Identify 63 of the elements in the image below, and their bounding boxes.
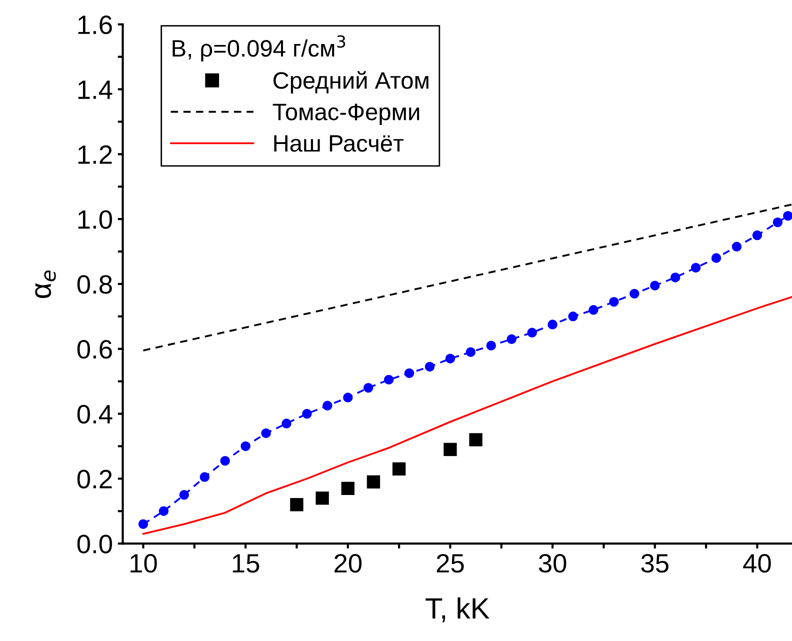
point: [690, 262, 701, 273]
y-tick-label: 0.2: [77, 470, 112, 488]
point: [527, 328, 537, 338]
point: [568, 312, 578, 322]
point: [506, 334, 516, 344]
legend-label: Средний Атом: [274, 71, 428, 94]
x-tick-label: 30: [538, 554, 566, 573]
point: [588, 305, 598, 315]
y-tick-label: 0.6: [77, 340, 112, 359]
point: [424, 362, 435, 372]
point: [486, 340, 496, 350]
point: [444, 442, 457, 456]
x-tick-label: 10: [130, 554, 157, 573]
point: [138, 519, 148, 529]
point: [290, 498, 304, 512]
y-axis-title: α$_{e}$: [35, 270, 56, 298]
point: [179, 490, 190, 500]
point: [158, 506, 169, 516]
legend-title: B, ρ=0.094 г/см$^{3}$: [172, 35, 346, 62]
point: [609, 296, 619, 307]
point: [302, 408, 312, 419]
y-tick-label: 0.8: [77, 275, 112, 294]
point: [772, 217, 783, 228]
point: [466, 347, 476, 357]
point: [282, 418, 292, 428]
x-tick-label: 35: [641, 554, 668, 573]
point: [200, 472, 210, 482]
point: [392, 462, 406, 476]
point: [261, 428, 271, 438]
point: [752, 230, 762, 240]
point: [341, 482, 354, 495]
point: [783, 210, 792, 221]
point: [445, 354, 456, 364]
x-tick-label: 40: [743, 554, 771, 573]
point: [711, 253, 722, 263]
x-tick-label: 20: [334, 554, 362, 573]
point: [322, 400, 332, 411]
point: [384, 374, 394, 385]
line-series: [142, 296, 792, 535]
point: [316, 492, 329, 505]
point: [732, 242, 742, 252]
x-tick-label: 25: [436, 554, 464, 573]
point: [469, 433, 482, 446]
point: [220, 456, 230, 466]
point: [630, 288, 640, 299]
y-tick-label: 0.0: [77, 534, 112, 554]
y-tick-label: 1.0: [78, 210, 112, 229]
point: [548, 320, 558, 330]
x-axis-title: T, kK: [426, 597, 490, 622]
point: [650, 280, 660, 290]
point: [670, 272, 680, 282]
x-tick-label: 15: [232, 554, 260, 573]
y-tick-label: 1.2: [78, 145, 112, 164]
legend-label: Томас-Ферми: [272, 104, 420, 125]
legend-label: Наш Расчёт: [274, 135, 404, 152]
y-tick-label: 1.4: [78, 80, 112, 99]
point: [366, 475, 380, 488]
y-tick-label: 1.6: [78, 15, 112, 34]
point: [343, 392, 353, 402]
point: [240, 441, 250, 452]
y-tick-label: 0.4: [77, 404, 112, 424]
point: [404, 368, 414, 378]
point: [363, 382, 374, 393]
